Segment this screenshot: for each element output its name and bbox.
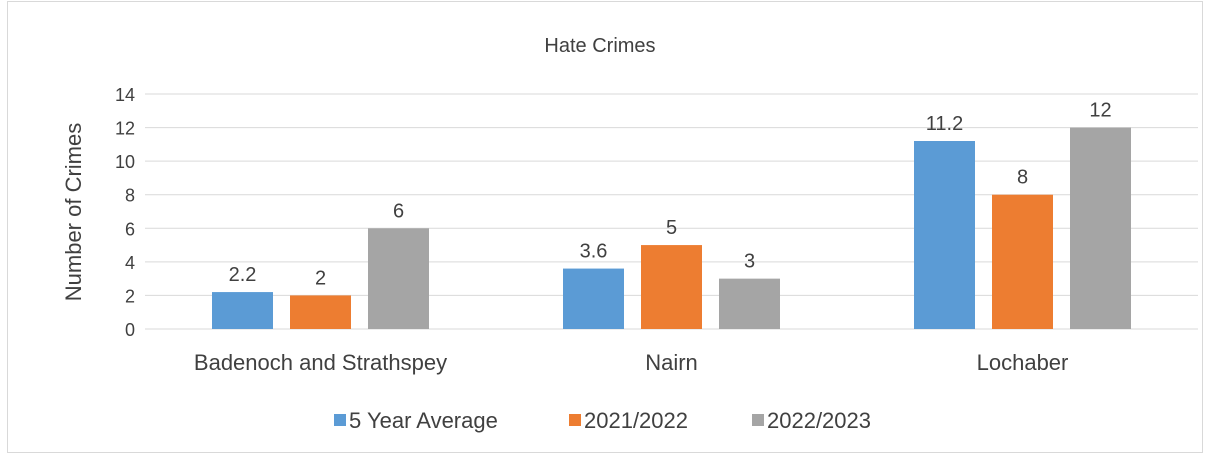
x-axis-categories: Badenoch and Strathspey Nairn Lochaber bbox=[194, 350, 1068, 375]
legend: 5 Year Average 2021/2022 2022/2023 bbox=[334, 408, 871, 433]
bar-1-1 bbox=[641, 245, 702, 329]
chart-title: Hate Crimes bbox=[544, 35, 655, 57]
data-label-2-1: 8 bbox=[1017, 167, 1028, 189]
y-tick-label-3: 6 bbox=[125, 219, 135, 239]
legend-label-2: 2022/2023 bbox=[767, 408, 871, 433]
legend-swatch-1 bbox=[569, 414, 581, 426]
y-axis-label: Number of Crimes bbox=[61, 123, 86, 301]
y-tick-label-0: 0 bbox=[125, 320, 135, 340]
bar-0-2 bbox=[368, 228, 429, 329]
legend-label-1: 2021/2022 bbox=[584, 408, 688, 433]
data-labels: 2.2 2 6 3.6 5 3 11.2 8 12 bbox=[229, 100, 1112, 290]
data-label-2-0: 11.2 bbox=[926, 113, 963, 135]
bars bbox=[212, 127, 1131, 329]
y-tick-label-5: 10 bbox=[115, 152, 135, 172]
bar-1-0 bbox=[563, 268, 624, 329]
x-category-label-0: Badenoch and Strathspey bbox=[194, 350, 447, 375]
y-tick-label-1: 2 bbox=[125, 286, 135, 306]
data-label-1-0: 3.6 bbox=[580, 241, 608, 263]
y-tick-label-2: 4 bbox=[125, 253, 135, 273]
x-category-label-1: Nairn bbox=[645, 350, 698, 375]
y-axis-ticks: 0 2 4 6 8 10 12 14 bbox=[115, 85, 135, 340]
data-label-2-2: 12 bbox=[1089, 100, 1111, 122]
x-category-label-2: Lochaber bbox=[977, 350, 1069, 375]
bar-0-1 bbox=[290, 295, 351, 329]
data-label-1-1: 5 bbox=[666, 217, 677, 239]
legend-swatch-0 bbox=[334, 414, 346, 426]
legend-swatch-2 bbox=[752, 414, 764, 426]
y-tick-label-4: 8 bbox=[125, 186, 135, 206]
bar-2-2 bbox=[1070, 127, 1131, 329]
y-tick-label-6: 12 bbox=[115, 119, 135, 139]
data-label-0-1: 2 bbox=[315, 267, 326, 289]
data-label-0-2: 6 bbox=[393, 200, 404, 222]
legend-label-0: 5 Year Average bbox=[349, 408, 498, 433]
data-label-0-0: 2.2 bbox=[229, 264, 257, 286]
y-tick-label-7: 14 bbox=[115, 85, 135, 105]
data-label-1-2: 3 bbox=[744, 251, 755, 273]
bar-0-0 bbox=[212, 292, 273, 329]
bar-2-0 bbox=[914, 141, 975, 329]
bar-1-2 bbox=[719, 278, 780, 329]
bar-2-1 bbox=[992, 194, 1053, 329]
